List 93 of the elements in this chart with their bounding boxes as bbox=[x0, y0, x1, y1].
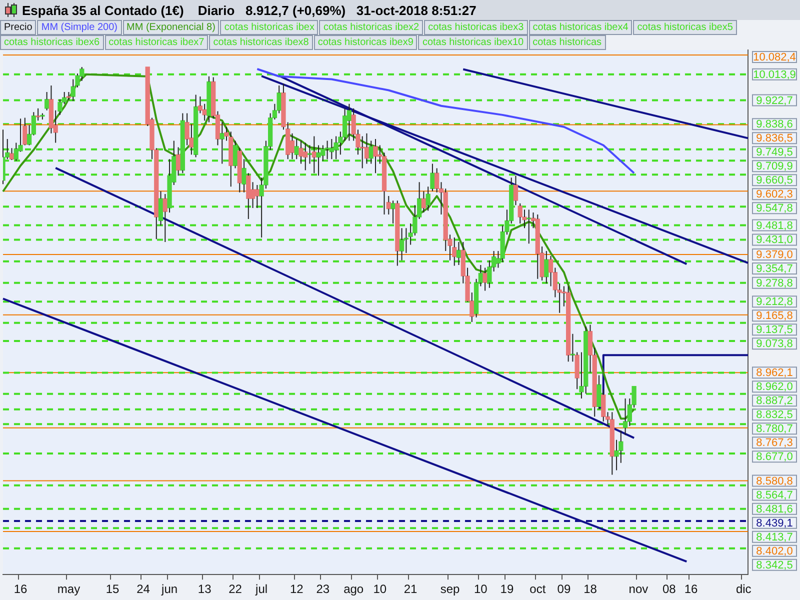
candlestick bbox=[324, 140, 330, 160]
legend-label: Precio bbox=[0, 20, 36, 35]
x-tick-label: 23 bbox=[316, 582, 330, 596]
ref-line-label: 8.962,1 bbox=[756, 367, 793, 380]
x-tick-label: 18 bbox=[584, 582, 598, 596]
x-tick-label: 19 bbox=[500, 582, 514, 596]
candlestick bbox=[456, 241, 462, 266]
x-tick-label: 24 bbox=[136, 582, 150, 596]
x-tick-label: ago bbox=[344, 582, 364, 596]
x-tick-label: sep bbox=[440, 582, 460, 596]
x-tick-label: 15 bbox=[106, 582, 120, 596]
ref-line-label: 9.660,5 bbox=[756, 174, 793, 187]
ref-line-label: 9.749,5 bbox=[756, 146, 793, 159]
candlestick bbox=[544, 250, 549, 284]
x-tick-label: 10 bbox=[373, 582, 387, 596]
x-tick-label: 08 bbox=[662, 582, 676, 596]
candlestick bbox=[364, 132, 370, 164]
candlestick bbox=[180, 112, 186, 174]
chart-title: España 35 al Contado (1€) bbox=[22, 2, 184, 18]
x-tick-label: 12 bbox=[290, 582, 304, 596]
ref-line-label: 9.165,8 bbox=[756, 310, 793, 322]
text: cotas historicas ibex4 bbox=[528, 20, 632, 35]
ref-line-label: 8.564,7 bbox=[756, 489, 793, 502]
ref-line-label: 8.832,5 bbox=[756, 409, 793, 422]
ref-line-label: 9.836,5 bbox=[756, 132, 793, 145]
candlestick bbox=[206, 76, 212, 123]
ref-line-label: 9.278,8 bbox=[756, 277, 793, 290]
text: cotas historicas ibex7 bbox=[104, 35, 208, 50]
candlestick bbox=[220, 122, 224, 164]
ref-line-label: 9.709,9 bbox=[756, 160, 793, 173]
ref-line-label: 8.439,1 bbox=[756, 517, 793, 530]
text: cotas historicas ibex bbox=[220, 20, 318, 35]
text: cotas historicas ibex8 bbox=[209, 35, 313, 50]
chart-subtitle: Diario 8.912,7 (+0,69%) 31-oct-2018 8:51:27 bbox=[198, 2, 476, 18]
ref-line-label: 9.354,7 bbox=[756, 262, 793, 275]
x-tick-label: 21 bbox=[404, 582, 418, 596]
ref-line-label: 10.013,9 bbox=[753, 68, 796, 81]
ref-line-label: 9.212,8 bbox=[756, 296, 793, 308]
candlestick bbox=[307, 144, 312, 164]
ref-line-label: 8.677,0 bbox=[756, 451, 793, 464]
candlestick bbox=[290, 132, 295, 160]
candlestick bbox=[482, 267, 488, 292]
candlestick bbox=[622, 398, 628, 436]
candlestick bbox=[526, 209, 532, 244]
ref-line-label: 9.481,8 bbox=[756, 220, 793, 232]
candlestick bbox=[373, 138, 378, 174]
candlestick bbox=[610, 412, 614, 476]
text: cotas historicas ibex5 bbox=[633, 20, 737, 35]
x-tick-label: 16 bbox=[14, 582, 28, 596]
ref-line-label: 10.082,4 bbox=[753, 52, 796, 64]
ref-line-label: 9.431,0 bbox=[756, 234, 793, 246]
x-tick-label: 13 bbox=[198, 582, 212, 596]
candlestick bbox=[193, 94, 198, 158]
text: cotas historicas ibex3 bbox=[424, 20, 528, 35]
ref-line-label: 8.962,0 bbox=[756, 381, 793, 394]
ref-line-label: 8.402,0 bbox=[756, 545, 793, 558]
ref-line-label: 9.137,5 bbox=[756, 324, 793, 336]
text: MM (Exponencial 8) bbox=[122, 20, 220, 35]
candlestick bbox=[421, 190, 426, 213]
x-tick-label: 16 bbox=[684, 582, 698, 596]
x-tick-label: 09 bbox=[557, 582, 571, 596]
ref-line-label: 8.887,2 bbox=[756, 395, 793, 408]
x-tick-label: dic bbox=[736, 582, 752, 596]
candlestick bbox=[346, 103, 352, 142]
candlestick bbox=[390, 200, 396, 224]
ref-line-label: 9.838,6 bbox=[756, 118, 793, 131]
ref-line-label: 9.547,8 bbox=[756, 202, 793, 215]
x-tick-label: may bbox=[57, 582, 80, 596]
ref-line-label: 8.580,8 bbox=[756, 475, 793, 488]
text: MM (Simple 200) bbox=[37, 20, 122, 35]
x-tick-label: 10 bbox=[474, 582, 488, 596]
ref-line-label: 8.342,5 bbox=[756, 559, 793, 572]
text: cotas historicas ibex9 bbox=[314, 35, 418, 50]
x-tick-label: jul bbox=[254, 582, 268, 596]
x-tick-label: jun bbox=[160, 582, 178, 596]
ref-line-label: 9.602,3 bbox=[756, 188, 793, 201]
ref-line-label: 9.922,7 bbox=[756, 94, 793, 107]
candlestick bbox=[566, 286, 571, 362]
text: cotas historicas bbox=[528, 35, 606, 50]
text: cotas historicas ibex2 bbox=[319, 20, 424, 35]
ref-line-label: 8.413,7 bbox=[756, 531, 793, 544]
x-tick-label: nov bbox=[628, 582, 648, 596]
text: cotas historicas ibex10 bbox=[418, 35, 528, 50]
ref-line-label: 8.481,6 bbox=[756, 503, 793, 516]
text: cotas historicas ibex6 bbox=[0, 35, 104, 50]
ref-line-label: 9.073,8 bbox=[756, 338, 793, 350]
x-tick-label: 22 bbox=[228, 582, 242, 596]
x-tick-label: oct bbox=[530, 582, 546, 596]
candlestick bbox=[395, 200, 400, 266]
ref-line-label: 9.379,0 bbox=[756, 248, 793, 261]
ref-line-label: 8.780,7 bbox=[756, 423, 793, 436]
ref-line-label: 8.767,3 bbox=[756, 437, 793, 450]
candlestick bbox=[40, 112, 45, 120]
